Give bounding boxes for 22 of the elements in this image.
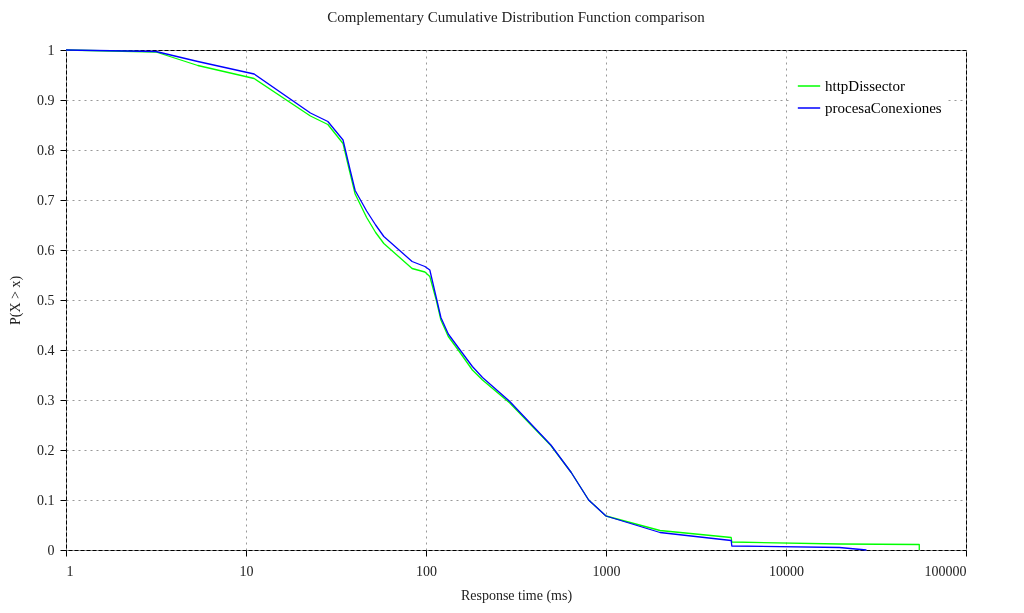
y-tick-label: 0.3 <box>37 392 55 408</box>
x-tick-label: 1000 <box>592 563 621 579</box>
y-tick-label: 0.7 <box>37 192 55 208</box>
x-tick-label: 10 <box>239 563 254 579</box>
legend-label: procesaConexiones <box>825 100 942 116</box>
y-tick-label: 0 <box>47 542 55 558</box>
y-tick-label: 0.6 <box>37 242 55 258</box>
x-tick-label: 1 <box>66 563 74 579</box>
y-tick-label: 0.2 <box>37 442 55 458</box>
y-tick-label: 0.9 <box>37 92 55 108</box>
y-tick-label: 1 <box>47 42 55 58</box>
x-tick-label: 100 <box>416 563 437 579</box>
y-tick-label: 0.5 <box>37 292 55 308</box>
x-tick-label: 100000 <box>924 563 967 579</box>
legend-label: httpDissector <box>825 78 905 94</box>
y-tick-label: 0.1 <box>37 492 55 508</box>
y-axis-title: P(X > x) <box>8 275 24 326</box>
chart-title: Complementary Cumulative Distribution Function comparison <box>327 9 706 25</box>
x-axis-title: Response time (ms) <box>460 587 573 604</box>
y-tick-label: 0.8 <box>37 142 55 158</box>
x-tick-label: 10000 <box>769 563 804 579</box>
y-tick-label: 0.4 <box>37 342 55 358</box>
